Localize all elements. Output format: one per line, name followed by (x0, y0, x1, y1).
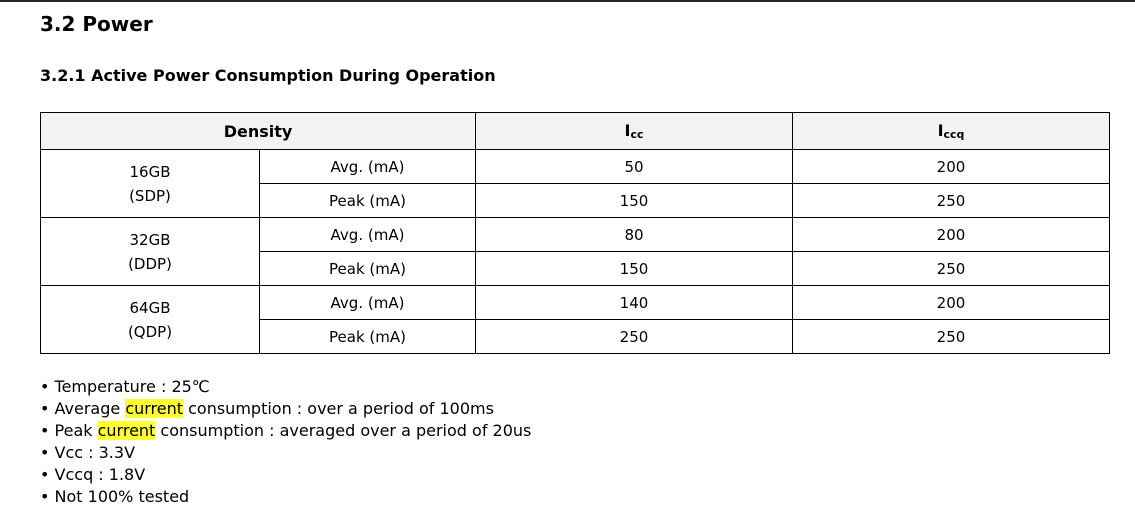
note-item: • Peak current consumption : averaged ov… (40, 421, 532, 440)
table-row: Peak (mA) 250 250 (41, 319, 1110, 354)
icc-value: 150 (475, 251, 793, 286)
table-row: 16GB (SDP) Avg. (mA) 50 200 (40, 149, 1110, 218)
header-iccq: Iccq (792, 112, 1110, 150)
iccq-value: 200 (792, 217, 1110, 252)
icc-value: 80 (475, 217, 793, 252)
icc-value: 50 (475, 149, 793, 184)
power-table: Density Icc Iccq 16GB (SDP) Avg. (mA) 50 200… (40, 112, 1110, 354)
header-icc: Icc (475, 112, 793, 150)
measure-label: Avg. (mA) (259, 285, 476, 320)
measure-label: Avg. (mA) (259, 217, 476, 252)
density-cell: 64GB (QDP) (40, 285, 260, 354)
note-item: • Vcc : 3.3V (40, 443, 136, 462)
note-item: • Temperature : 25℃ (40, 377, 210, 396)
notes-list: • Temperature : 25℃ • Average current con… (40, 376, 531, 508)
table-row: Peak (mA) 150 250 (41, 183, 1110, 218)
table-row: 32GB (DDP) Avg. (mA) 80 200 (40, 217, 1110, 286)
search-highlight: current (125, 399, 184, 418)
note-item: • Average current consumption : over a p… (40, 399, 494, 418)
icc-value: 140 (475, 285, 793, 320)
iccq-value: 250 (792, 251, 1110, 286)
iccq-value: 200 (792, 285, 1110, 320)
measure-label: Peak (mA) (259, 183, 476, 218)
table-header-row: Density Icc Iccq (40, 112, 1110, 150)
section-title: 3.2 Power (40, 12, 153, 36)
search-highlight: current (97, 421, 156, 440)
measure-label: Avg. (mA) (259, 149, 476, 184)
measure-label: Peak (mA) (259, 251, 476, 286)
note-item: • Not 100% tested (40, 487, 190, 506)
note-item: • Vccq : 1.8V (40, 465, 146, 484)
density-cell: 16GB (SDP) (40, 149, 260, 218)
subsection-title: 3.2.1 Active Power Consumption During Op… (40, 66, 496, 85)
density-cell: 32GB (DDP) (40, 217, 260, 286)
header-density: Density (40, 112, 476, 150)
measure-label: Peak (mA) (259, 319, 476, 354)
table-row: 64GB (QDP) Avg. (mA) 140 200 (40, 285, 1110, 354)
icc-value: 250 (475, 319, 793, 354)
icc-value: 150 (475, 183, 793, 218)
iccq-value: 250 (792, 319, 1110, 354)
iccq-value: 250 (792, 183, 1110, 218)
table-row: Peak (mA) 150 250 (41, 251, 1110, 286)
iccq-value: 200 (792, 149, 1110, 184)
